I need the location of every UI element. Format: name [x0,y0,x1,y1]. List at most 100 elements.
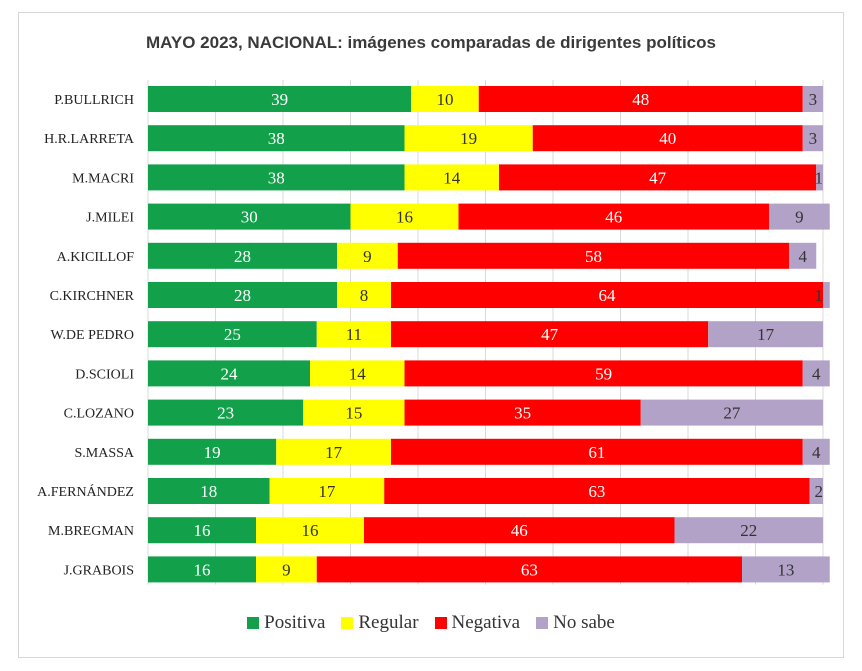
data-label: 48 [632,90,649,109]
data-label: 4 [812,364,821,383]
bar-segment [148,360,310,387]
bar-segment [816,164,823,191]
data-label: 1 [815,168,824,187]
category-label: D.SCIOLI [75,367,134,382]
data-label: 38 [268,129,285,148]
bar-segment [397,242,790,269]
bar-segment [809,478,823,504]
data-label: 59 [595,364,612,383]
bar-segment [148,321,317,348]
bar-segment [148,556,256,583]
bar-segment [316,321,391,348]
bar-segment [148,282,337,308]
category-label: C.LOZANO [64,407,134,422]
data-label: 13 [777,560,794,579]
bar-segment [384,478,810,504]
bar-segment [458,203,769,230]
data-label: 27 [723,404,741,423]
bar-segment [742,556,830,583]
data-label: 8 [360,286,369,305]
data-label: 18 [200,482,217,501]
data-label: 14 [443,168,461,187]
data-label: 16 [194,560,211,579]
bar-segment [802,86,823,112]
data-label: 47 [541,325,559,344]
bar-segment [404,399,641,426]
data-label: 46 [605,208,622,227]
category-label: A.KICILLOF [57,250,135,265]
data-label: 19 [460,129,477,148]
data-label: 28 [234,286,251,305]
bar-segment [148,203,351,230]
bar-segment [823,282,830,308]
data-label: 30 [241,208,258,227]
bar-segment [269,478,385,504]
bar-segment [364,517,675,544]
data-label: 35 [514,404,531,423]
data-label: 38 [268,168,285,187]
bar-segment [404,125,533,152]
data-label: 63 [588,482,605,501]
legend-swatch [536,617,549,629]
data-label: 9 [282,560,291,579]
data-label: 39 [271,90,288,109]
data-label: 19 [204,443,221,462]
data-label: 46 [511,521,528,540]
bar-segment [391,282,823,308]
category-label: M.BREGMAN [48,524,134,539]
data-label: 23 [217,404,234,423]
legend-label: Negativa [451,612,521,633]
category-label: M.MACRI [72,171,134,186]
category-label: A.FERNÁNDEZ [37,483,134,500]
data-label: 40 [659,129,676,148]
bar-segment [802,360,830,387]
data-label: 64 [599,286,617,305]
bar-segment [391,321,709,348]
bar-segment [148,438,277,465]
data-label: 14 [349,364,367,383]
bar-segment [316,556,742,583]
data-label: 63 [521,560,538,579]
bar-segment [640,399,823,426]
bar-segment [148,86,412,112]
legend-swatch [341,617,354,629]
category-label: C.KIRCHNER [50,289,135,304]
category-label: S.MASSA [74,446,134,461]
bar-segment [350,203,459,230]
bar-segment [148,399,304,426]
bar-segment [310,360,405,387]
bar-segment [391,438,803,465]
category-label: W.DE PEDRO [51,328,135,343]
bar-segment [337,282,391,308]
bar-segment [148,517,256,544]
bar-segment [478,86,803,112]
bar-segment [404,360,803,387]
legend-label: Regular [358,612,419,633]
bar-segment [499,164,817,191]
data-label: 17 [757,325,775,344]
bar-segment [303,399,405,426]
legend-label: No sabe [553,612,615,633]
category-label: H.R.LARRETA [44,132,135,147]
chart-title: MAYO 2023, NACIONAL: imágenes comparadas… [146,33,716,52]
bar-segment [708,321,823,348]
data-label: 24 [221,364,239,383]
bar-segment [769,203,830,230]
data-label: 17 [325,443,343,462]
legend-item-positiva: Positiva [247,612,325,634]
data-label: 61 [588,443,605,462]
data-label: 16 [302,521,319,540]
data-label: 58 [585,247,602,266]
chart-legend: Positiva Regular Negativa No sabe [0,612,862,634]
data-label: 2 [815,482,824,501]
bar-segment [337,242,398,269]
data-label: 16 [194,521,211,540]
data-label: 3 [809,129,818,148]
data-label: 28 [234,247,251,266]
bar-segment [256,556,317,583]
legend-item-no-sabe: No sabe [536,612,615,634]
data-label: 11 [346,325,362,344]
data-label: 47 [649,168,667,187]
category-label: J.GRABOIS [64,563,134,578]
